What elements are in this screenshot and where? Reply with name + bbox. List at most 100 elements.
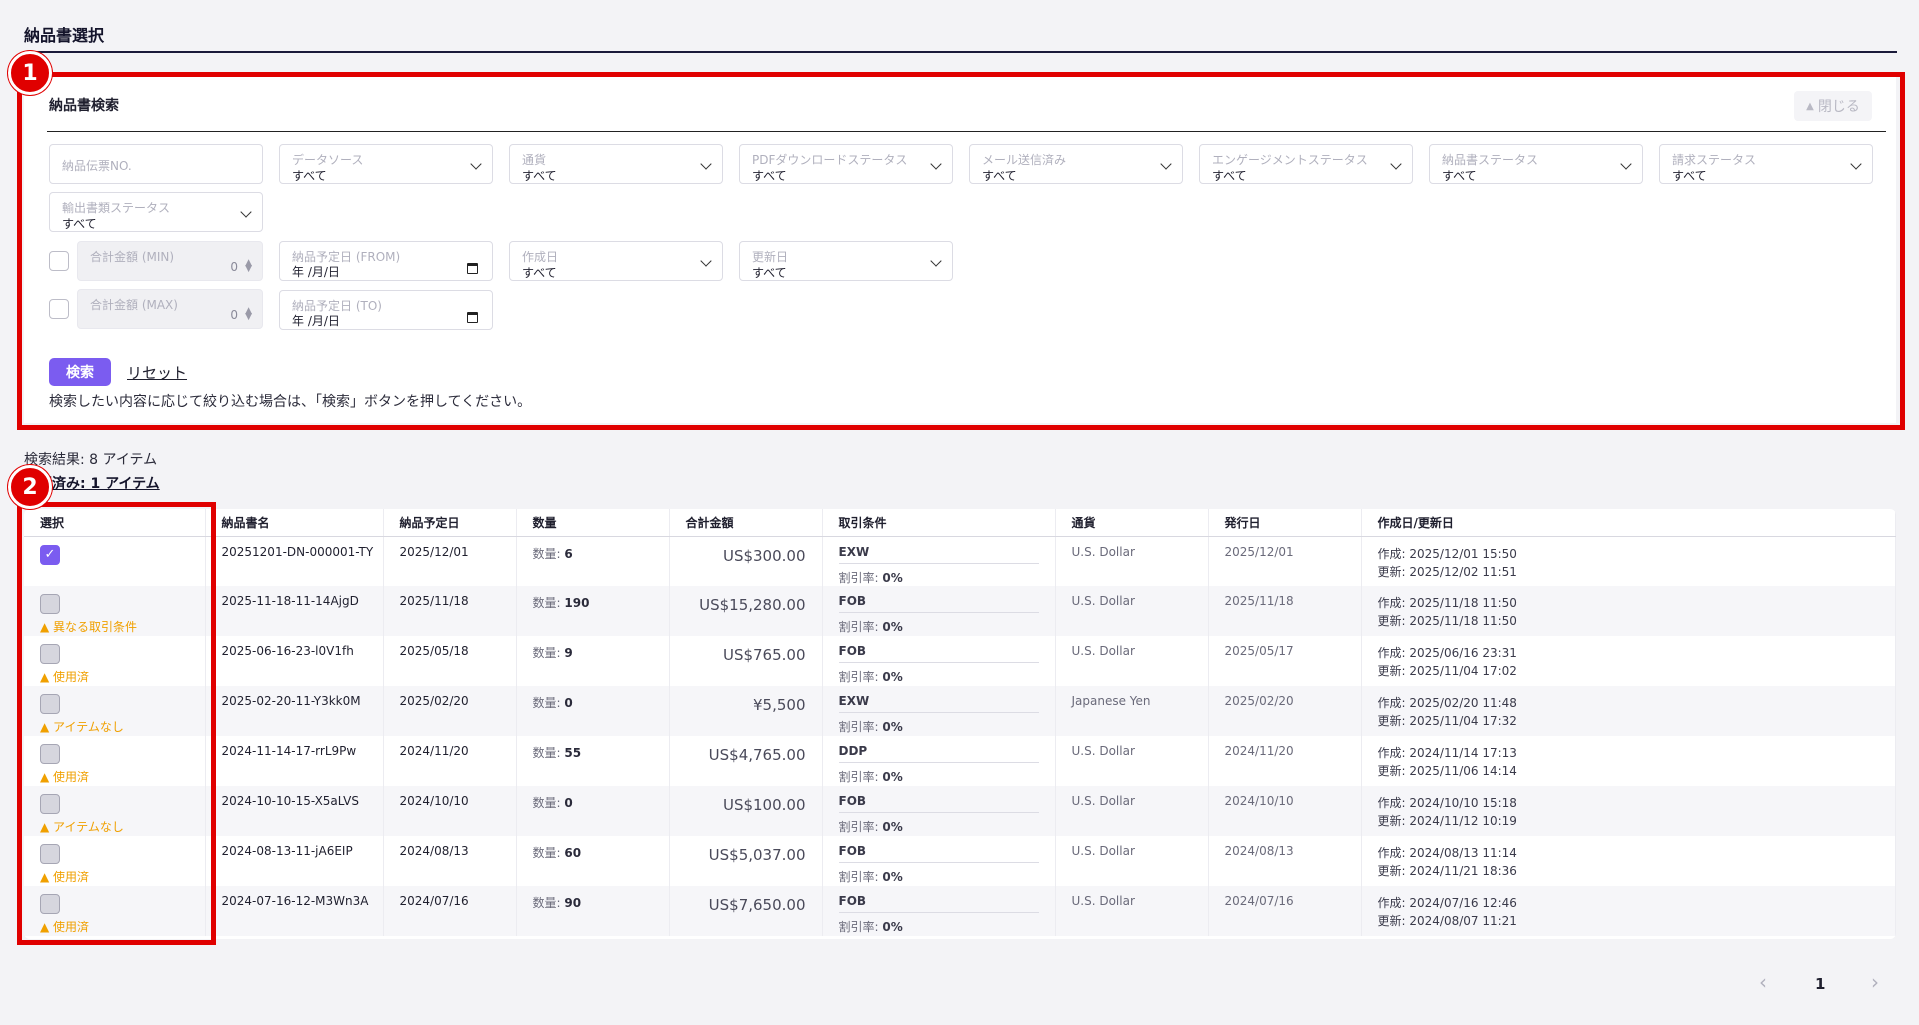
- total-max-input[interactable]: 合計金額 (MAX) 0 ▲ ▼: [77, 289, 263, 329]
- discount-value: 0%: [882, 870, 903, 884]
- stepper-icon: ▲ ▼: [245, 306, 252, 322]
- annotation-marker-1: 1: [8, 51, 52, 95]
- header-select: 選択: [24, 509, 206, 537]
- invoice-name: 20251201-DN-000001-TY: [205, 536, 384, 586]
- data-source-select[interactable]: データソース すべて: [279, 144, 493, 184]
- discount-label: 割引率:: [838, 620, 879, 634]
- calendar-icon[interactable]: [467, 312, 478, 323]
- row-select-checkbox[interactable]: [40, 744, 60, 764]
- created-at: 作成: 2024/07/16 12:46: [1377, 896, 1517, 910]
- quantity: 数量: 6: [516, 536, 670, 586]
- billing-status-select[interactable]: 請求ステータス すべて: [1659, 144, 1873, 184]
- total-max-checkbox[interactable]: [49, 299, 69, 319]
- engagement-value: すべて: [1212, 169, 1247, 183]
- date-from-label: 納品予定日 (FROM): [292, 250, 401, 264]
- row-warning: ▲ アイテムなし: [40, 818, 205, 835]
- due-date: 2024/08/13: [383, 836, 517, 886]
- total-amount: US$5,037.00: [669, 836, 823, 886]
- updated-at: 更新: 2025/11/06 14:14: [1377, 764, 1517, 778]
- table-row: ▲ 使用済 2024-08-13-11-jA6EIP 2024/08/13 数量: 6…: [24, 836, 1896, 886]
- currency-select[interactable]: 通貨 すべて: [509, 144, 723, 184]
- total-amount: US$15,280.00: [669, 586, 823, 636]
- date-to-input[interactable]: 納品予定日 (TO) 年 /月/日: [279, 290, 493, 330]
- mail-sent-label: メール送信済み: [982, 153, 1067, 167]
- row-select-checkbox[interactable]: ✓: [40, 544, 60, 565]
- row-select-checkbox[interactable]: [40, 844, 60, 864]
- row-warning: ▲ 使用済: [40, 768, 205, 785]
- export-status-select[interactable]: 輸出書類ステータス すべて: [49, 192, 263, 232]
- row-warning: ▲ アイテムなし: [40, 718, 205, 735]
- created-updated: 作成: 2025/02/20 11:48 更新: 2025/11/04 17:32: [1361, 686, 1896, 736]
- trade-term: DDP: [838, 744, 1039, 763]
- discount-rate: 割引率: 0%: [839, 868, 1055, 885]
- result-count: 検索結果: 8 アイテム: [24, 452, 158, 468]
- quantity-value: 90: [564, 896, 582, 910]
- mail-sent-value: すべて: [982, 169, 1017, 183]
- slip-no-placeholder: 納品伝票NO.: [62, 159, 132, 173]
- row-warning-text: アイテムなし: [53, 720, 124, 734]
- results-table: 選択 納品書名 納品予定日 数量 合計金額 取引条件 通貨 発行日 作成日/更新…: [24, 509, 1896, 939]
- row-select-checkbox[interactable]: [40, 794, 60, 814]
- currency: Japanese Yen: [1055, 686, 1209, 736]
- mail-sent-select[interactable]: メール送信済み すべて: [969, 144, 1183, 184]
- invoice-status-select[interactable]: 納品書ステータス すべて: [1429, 144, 1643, 184]
- engagement-select[interactable]: エンゲージメントステータス すべて: [1199, 144, 1413, 184]
- row-warning-text: 使用済: [53, 870, 90, 884]
- invoice-name: 2024-11-14-17-rrL9Pw: [205, 736, 384, 786]
- currency: U.S. Dollar: [1055, 536, 1209, 586]
- billing-status-value: すべて: [1672, 169, 1707, 183]
- trade-term: FOB: [838, 594, 1039, 613]
- quantity-label: 数量:: [532, 846, 561, 860]
- pdf-status-select[interactable]: PDFダウンロードステータス すべて: [739, 144, 953, 184]
- selected-count[interactable]: 選択済み: 1 アイテム: [24, 476, 160, 492]
- updated-select[interactable]: 更新日 すべて: [739, 241, 953, 281]
- created-updated: 作成: 2025/11/18 11:50 更新: 2025/11/18 11:50: [1361, 586, 1896, 636]
- due-date: 2025/02/20: [383, 686, 517, 736]
- created-at: 作成: 2025/02/20 11:48: [1377, 696, 1517, 710]
- export-status-value: すべて: [62, 217, 97, 231]
- updated-at: 更新: 2025/11/18 11:50: [1377, 614, 1517, 628]
- updated-value: すべて: [752, 266, 787, 280]
- reset-link[interactable]: リセット: [127, 364, 188, 382]
- pagination-prev[interactable]: ‹: [1759, 970, 1767, 994]
- discount-value: 0%: [882, 920, 903, 934]
- discount-rate: 割引率: 0%: [839, 768, 1055, 785]
- issue-date: 2025/11/18: [1208, 586, 1362, 636]
- close-button[interactable]: ▲ 閉じる: [1794, 91, 1872, 121]
- discount-rate: 割引率: 0%: [839, 618, 1055, 635]
- quantity-label: 数量:: [532, 746, 561, 760]
- page-title-divider: [24, 51, 1897, 53]
- total-min-input[interactable]: 合計金額 (MIN) 0 ▲ ▼: [77, 241, 263, 281]
- row-select-checkbox[interactable]: [40, 644, 60, 664]
- slip-no-input[interactable]: 納品伝票NO.: [49, 144, 263, 184]
- updated-at: 更新: 2024/11/21 18:36: [1377, 864, 1517, 878]
- search-panel: 納品書検索 ▲ 閉じる 納品伝票NO. データソース すべて 通貨 すべて PD…: [24, 75, 1896, 423]
- checkmark-icon: ✓: [44, 547, 56, 562]
- pagination-next[interactable]: ›: [1871, 970, 1879, 994]
- updated-at: 更新: 2025/11/04 17:32: [1377, 714, 1517, 728]
- annotation-box-2: [17, 502, 216, 945]
- created-select[interactable]: 作成日 すべて: [509, 241, 723, 281]
- row-select-checkbox[interactable]: [40, 594, 60, 614]
- discount-label: 割引率:: [838, 570, 879, 585]
- date-from-input[interactable]: 納品予定日 (FROM) 年 /月/日: [279, 241, 493, 281]
- table-row: ▲ アイテムなし 2024-10-10-15-X5aLVS 2024/10/10 数量…: [24, 786, 1896, 836]
- discount-value: 0%: [882, 570, 903, 585]
- row-select-checkbox[interactable]: [40, 694, 60, 714]
- created-updated: 作成: 2025/06/16 23:31 更新: 2025/11/04 17:02: [1361, 636, 1896, 686]
- issue-date: 2024/11/20: [1208, 736, 1362, 786]
- total-min-checkbox[interactable]: [49, 251, 69, 271]
- trade-terms: FOB 割引率: 0%: [822, 786, 1056, 836]
- calendar-icon[interactable]: [467, 263, 478, 274]
- row-warning: ▲ 使用済: [40, 918, 205, 935]
- discount-value: 0%: [882, 770, 903, 784]
- row-select-checkbox[interactable]: [40, 894, 60, 914]
- invoice-name: 2025-02-20-11-Y3kk0M: [205, 686, 384, 736]
- invoice-name: 2025-11-18-11-14AjgD: [205, 586, 384, 636]
- updated-label: 更新日: [752, 250, 789, 264]
- search-button[interactable]: 検索: [49, 358, 111, 386]
- invoice-name: 2025-06-16-23-l0V1fh: [205, 636, 384, 686]
- select-cell: ▲ 異なる取引条件: [24, 586, 206, 636]
- select-cell: ▲ アイテムなし: [24, 786, 206, 836]
- pagination-page-1[interactable]: 1: [1815, 975, 1826, 993]
